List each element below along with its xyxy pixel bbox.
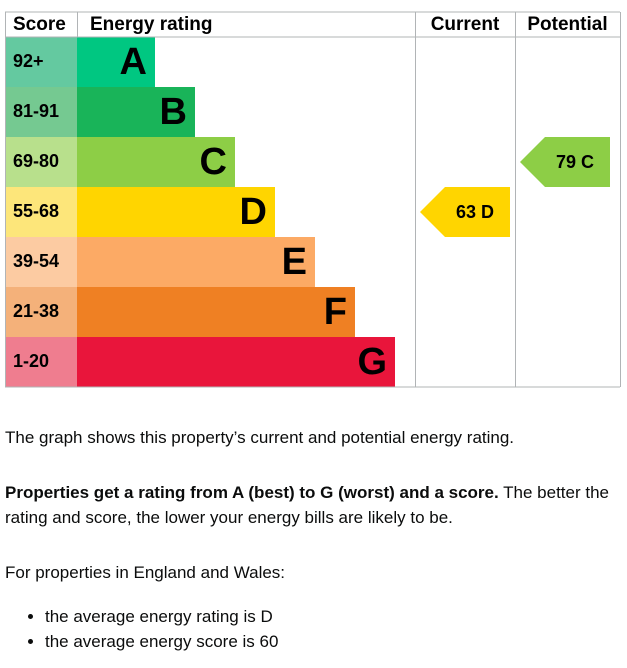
rating-letter: B [160,91,187,133]
score-cell [5,37,77,87]
potential-score: 79 [556,152,576,172]
epc-chart: Score Energy rating Current Potential 92+ A 81… [5,11,621,388]
score-label: 21-38 [13,301,59,321]
score-label: 39-54 [13,251,59,271]
rating-letter: F [324,291,347,333]
rating-bar [77,87,195,137]
rating-bar [77,237,315,287]
rating-explanation: Properties get a rating from A (best) to… [5,480,617,530]
rating-bar [77,287,355,337]
score-cell [5,237,77,287]
rating-letter: D [240,191,267,233]
score-label: 92+ [13,51,44,71]
header-rating: Energy rating [90,14,212,35]
current-label: 63 D [456,202,494,222]
score-label: 69-80 [13,151,59,171]
rating-bar [77,187,275,237]
header-current: Current [431,14,500,35]
potential-label: 79 C [556,152,594,172]
bullet: the average energy score is 60 [45,629,278,654]
bullet-list: the average energy rating is D the avera… [5,604,278,654]
rating-letter: C [200,141,227,183]
bold-text: Properties get a rating from A (best) to… [5,483,499,502]
rating-letter: A [120,41,147,83]
text: The better the rating and score, the low… [5,483,609,527]
score-label: 81-91 [13,101,59,121]
rating-bar [77,337,395,387]
potential-arrow [520,137,610,187]
score-label: 1-20 [13,351,49,371]
rating-letter: E [282,241,307,283]
current-letter: D [481,202,494,222]
intro: For properties in England and Wales: [5,563,286,582]
header-potential: Potential [527,14,607,35]
score-cell [5,187,77,237]
summary: The graph shows this property’s current … [5,428,515,447]
rating-letter: G [357,341,387,383]
score-cell [5,137,77,187]
header-score: Score [13,14,66,35]
score-cell [5,87,77,137]
current-score: 63 [456,202,476,222]
bullet: the average energy rating is D [45,604,278,629]
rating-bar [77,37,155,87]
rating-bar [77,137,235,187]
potential-letter: C [581,152,594,172]
current-arrow [420,187,510,237]
score-cell [5,287,77,337]
score-cell [5,337,77,387]
score-label: 55-68 [13,201,59,221]
